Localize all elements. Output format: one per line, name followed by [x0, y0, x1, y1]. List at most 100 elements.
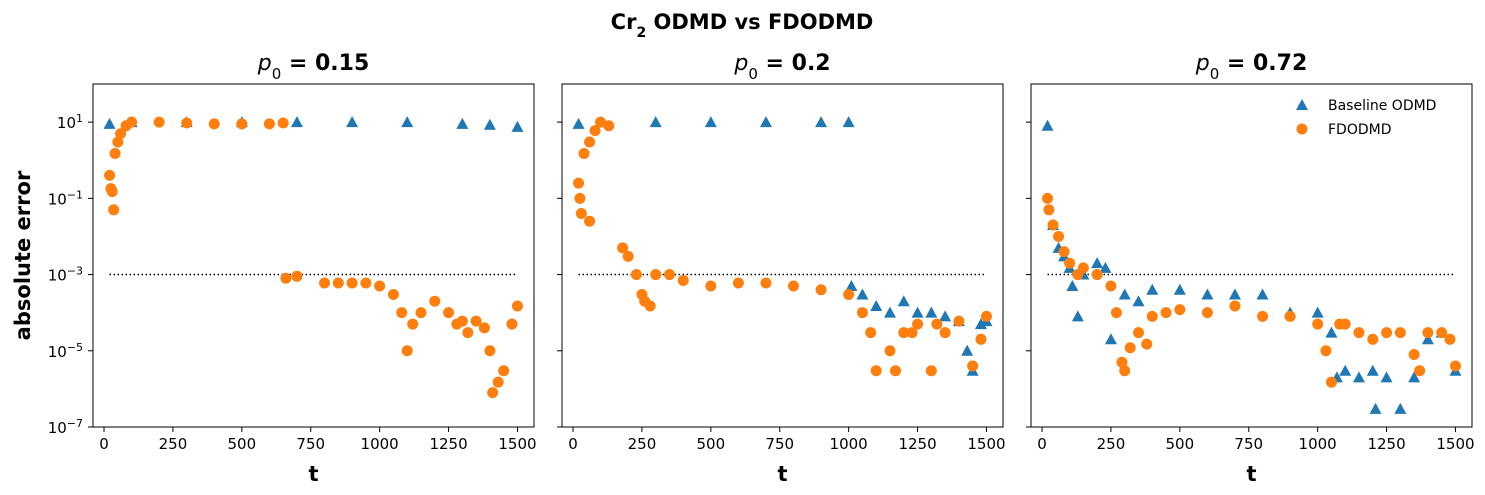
y-tick-label: 10−1 — [48, 188, 83, 209]
legend: Baseline ODMD FDODMD — [1296, 98, 1436, 138]
fdodmd-point — [980, 310, 992, 322]
panel-title: p0 = 0.72 — [1195, 51, 1308, 83]
fdodmd-point — [953, 315, 965, 327]
suptitle: Cr2 ODMD vs FDODMD — [611, 10, 874, 41]
baseline-point — [961, 344, 974, 356]
fdodmd-point — [506, 318, 518, 330]
fdodmd-point — [1325, 376, 1337, 388]
fdodmd-point — [1414, 365, 1426, 377]
baseline-point — [704, 116, 717, 128]
fdodmd-point — [291, 270, 303, 282]
fdodmd-point — [1449, 360, 1461, 372]
fdodmd-point — [387, 288, 399, 300]
x-tick-label: 1250 — [429, 435, 467, 453]
fdodmd-point — [470, 315, 482, 327]
baseline-point — [1091, 257, 1104, 269]
fdodmd-point — [1444, 333, 1456, 345]
panel-1: p0 = 0.15 0 250 500 750 1000 1250 1500 t 10−7 10−5… — [11, 51, 537, 486]
fdodmd-point — [498, 365, 510, 377]
baseline-point — [845, 280, 858, 292]
fdodmd-point — [396, 307, 408, 319]
baseline-point — [1325, 326, 1338, 338]
y-axis-label: absolute error — [11, 170, 35, 340]
fdodmd-point — [443, 307, 455, 319]
fdodmd-point — [650, 269, 662, 281]
baseline-point — [1118, 288, 1131, 300]
baseline-point — [1408, 371, 1421, 383]
fdodmd-point — [1284, 310, 1296, 322]
fdodmd-point — [644, 300, 656, 312]
legend-marker-baseline — [1296, 99, 1308, 110]
panel-2: p0 = 0.2 0 250 500 750 1000 1250 1500 t — [557, 51, 1006, 486]
fdodmd-point — [1064, 257, 1076, 269]
baseline-point — [1380, 371, 1393, 383]
fdodmd-point — [1042, 192, 1054, 204]
fdodmd-point — [939, 327, 951, 339]
baseline-point — [1366, 364, 1379, 376]
fdodmd-point — [1146, 310, 1158, 322]
fdodmd-point — [1381, 327, 1393, 339]
fdodmd-point — [595, 116, 607, 128]
x-tick-label: 500 — [697, 435, 726, 453]
fdodmd-point — [1312, 318, 1324, 330]
baseline-point — [1104, 333, 1117, 345]
fdodmd-point — [1257, 310, 1269, 322]
panel-title: p0 = 0.15 — [257, 51, 370, 83]
baseline-point — [1066, 280, 1079, 292]
fdodmd-point — [462, 327, 474, 339]
fdodmd-point — [815, 284, 827, 296]
fdodmd-point — [574, 192, 586, 204]
fdodmd-point — [1229, 300, 1241, 312]
fdodmd-point — [263, 118, 275, 130]
baseline-point — [1099, 261, 1112, 273]
y-tick-label: 101 — [57, 112, 83, 133]
baseline-point — [1041, 119, 1054, 131]
baseline-point — [649, 116, 662, 128]
fdodmd-point — [1116, 356, 1128, 368]
fdodmd-point — [663, 269, 675, 281]
baseline-point — [1201, 288, 1214, 300]
fdodmd-point — [584, 215, 596, 227]
fdodmd-point — [732, 277, 744, 289]
plot-frame — [92, 83, 535, 428]
plot-frame — [1030, 83, 1473, 428]
fdodmd-point — [622, 250, 634, 262]
baseline-point — [572, 117, 585, 129]
baseline-point — [759, 116, 772, 128]
fdodmd-point — [1320, 345, 1332, 357]
x-tick-label: 0 — [99, 435, 109, 453]
baseline-point — [1173, 283, 1186, 295]
fdodmd-point — [1053, 230, 1065, 242]
fdodmd-point — [401, 345, 413, 357]
panels: p0 = 0.15 0 250 500 750 1000 1250 1500 t 10−7 10−5… — [11, 51, 1475, 486]
fdodmd-point — [677, 274, 689, 286]
baseline-point — [897, 295, 910, 307]
fdodmd-point — [925, 365, 937, 377]
baseline-point — [856, 288, 869, 300]
fdodmd-point — [578, 148, 590, 160]
y-tick-label: 10−3 — [48, 264, 83, 285]
x-tick-label: 1000 — [1299, 435, 1337, 453]
x-axis-label: t — [308, 462, 318, 486]
baseline-point — [290, 116, 303, 128]
y-tick-label: 10−5 — [48, 340, 83, 361]
x-axis-label: t — [1246, 462, 1256, 486]
baseline-point — [1132, 295, 1145, 307]
fdodmd-point — [584, 136, 596, 148]
fdodmd-point — [890, 365, 902, 377]
x-tick-label: 1000 — [361, 435, 399, 453]
fdodmd-point — [277, 117, 289, 129]
fdodmd-point — [1353, 327, 1365, 339]
fdodmd-point — [630, 269, 642, 281]
fdodmd-point — [407, 318, 419, 330]
fdodmd-point — [1132, 327, 1144, 339]
baseline-point — [842, 116, 855, 128]
baseline-point — [883, 306, 896, 318]
fdodmd-point — [931, 318, 943, 330]
baseline-point — [974, 318, 987, 330]
fdodmd-point — [112, 136, 124, 148]
x-tick-label: 250 — [628, 435, 657, 453]
baseline-point — [925, 306, 938, 318]
fdodmd-point — [153, 116, 165, 128]
